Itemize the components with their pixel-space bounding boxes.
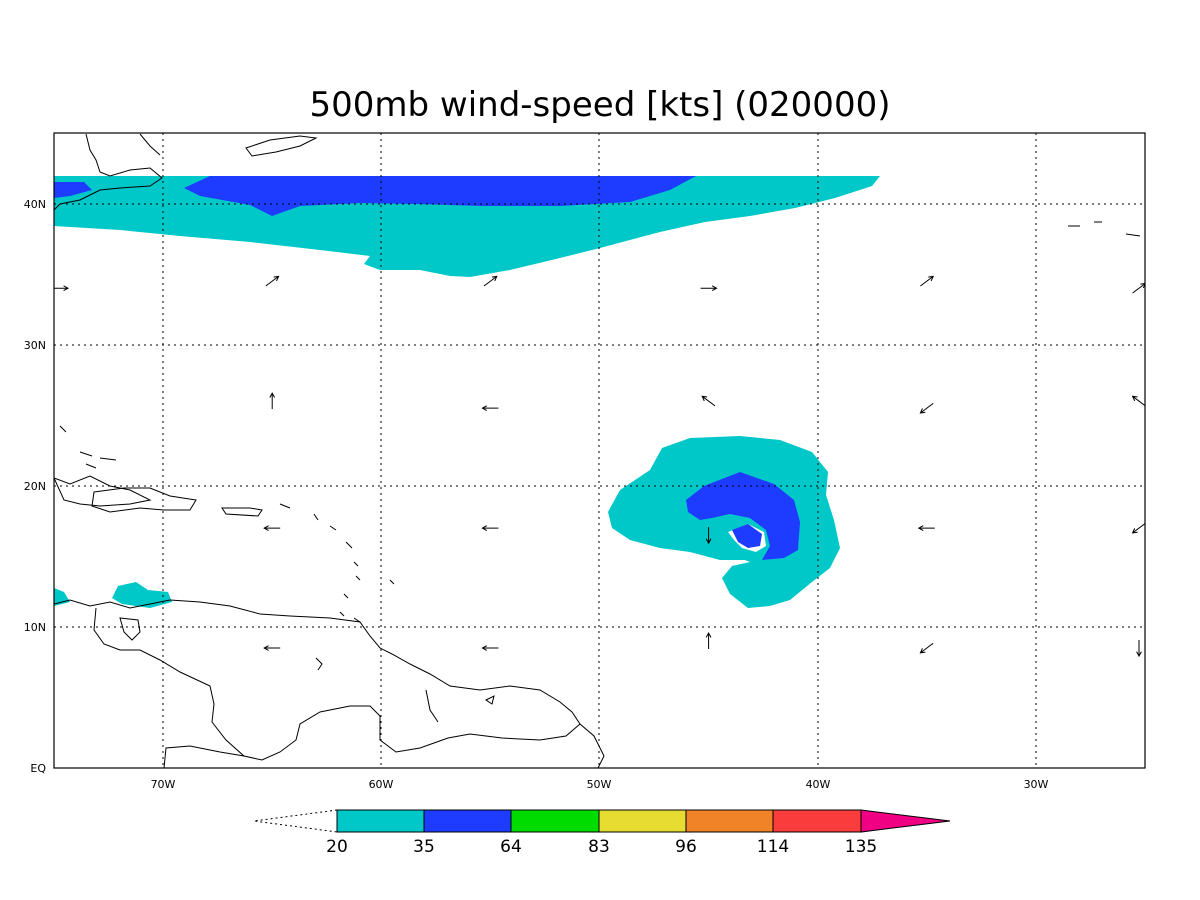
cyclone-shading-35-64 <box>686 472 800 560</box>
colorbar: 20 35 64 83 96 114 135 <box>253 809 951 857</box>
wind-vector-arrow <box>919 642 934 654</box>
colorbar-swatch-114-135 <box>772 809 862 833</box>
wind-vectors <box>54 275 1145 658</box>
graticule <box>54 133 1145 768</box>
colorbar-label-135: 135 <box>845 837 877 857</box>
colorbar-swatch-20-35 <box>336 809 425 833</box>
plot-area <box>54 133 1145 768</box>
x-tick-50w: 50W <box>587 778 612 791</box>
y-tick-30n: 30N <box>24 339 46 352</box>
colorbar-label-96: 96 <box>675 837 697 857</box>
wind-vector-arrow <box>54 285 70 292</box>
x-tick-40w: 40W <box>806 778 831 791</box>
wind-vector-arrow <box>920 275 935 287</box>
wind-vector-arrow <box>1132 282 1145 294</box>
wind-vector-arrow <box>263 645 281 651</box>
colorbar-swatch-35-64 <box>423 809 512 833</box>
y-tick-20n: 20N <box>24 480 46 493</box>
wind-vector-arrow <box>919 402 934 414</box>
colorbar-swatch-64-83 <box>510 809 600 833</box>
colorbar-label-83: 83 <box>588 837 610 857</box>
wind-vector-arrow <box>483 275 498 287</box>
x-tick-60w: 60W <box>369 778 394 791</box>
plot-frame <box>53 132 1146 769</box>
colorbar-label-64: 64 <box>500 837 522 857</box>
cyclone-shading-20-35 <box>608 436 840 608</box>
wind-vector-arrow <box>481 405 499 412</box>
x-tick-30w: 30W <box>1024 778 1049 791</box>
wind-vector-arrow <box>917 525 935 531</box>
wind-vector-arrow <box>481 645 499 651</box>
colorbar-label-35: 35 <box>413 837 435 857</box>
colorbar-swatch-96-114 <box>685 809 774 833</box>
wind-vector-arrow <box>1136 640 1142 658</box>
colorbar-high-extension <box>860 809 951 833</box>
wind-vector-arrow <box>265 275 280 287</box>
colorbar-label-20: 20 <box>326 837 348 857</box>
wind-vector-arrow <box>1131 522 1145 534</box>
y-tick-40n: 40N <box>24 198 46 211</box>
colorbar-label-114: 114 <box>757 837 789 857</box>
wind-vector-arrow <box>481 525 499 531</box>
x-tick-70w: 70W <box>151 778 176 791</box>
y-tick-10n: 10N <box>24 621 46 634</box>
colorbar-swatch-83-96 <box>598 809 687 833</box>
wind-vector-arrow <box>705 631 712 649</box>
wind-vector-arrow <box>269 392 276 410</box>
coastal-patch-east <box>112 582 172 608</box>
x-axis-ticks: 70W 60W 50W 40W 30W <box>151 778 1049 791</box>
wind-vector-arrow <box>263 525 281 531</box>
wind-vector-arrow <box>701 395 716 407</box>
y-tick-eq: EQ <box>30 762 46 775</box>
jet-stream-west-core <box>54 182 92 198</box>
wind-vector-arrow <box>705 527 712 545</box>
map-title: 500mb wind-speed [kts] (020000) <box>310 85 891 125</box>
colorbar-low-extension <box>253 809 338 833</box>
coastlines <box>54 133 1141 768</box>
wind-vector-arrow <box>700 285 718 292</box>
y-axis-ticks: EQ 10N 20N 30N 40N <box>24 198 47 775</box>
wind-vector-arrow <box>1131 395 1145 407</box>
jet-stream-shading-35-64 <box>184 176 696 216</box>
